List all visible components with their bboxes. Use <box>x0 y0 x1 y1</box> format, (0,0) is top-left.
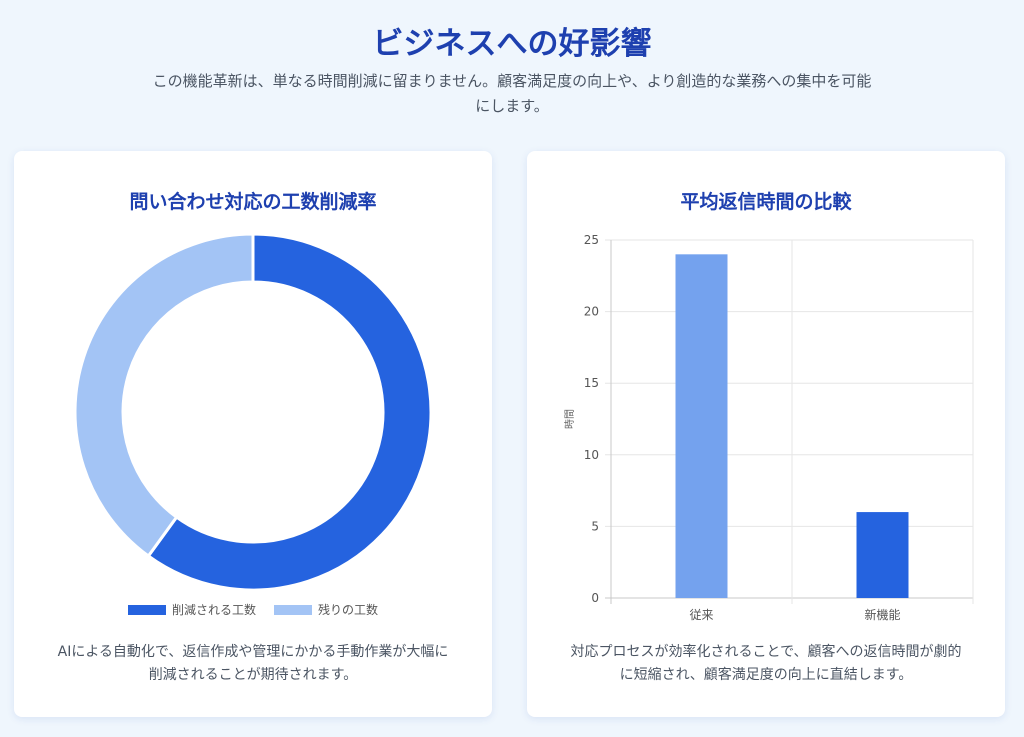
reduction-card: 問い合わせ対応の工数削減率 削減される工数 残りの工数 AIによる自動化で、返信… <box>14 151 492 717</box>
legend-label-remaining: 残りの工数 <box>318 603 379 617</box>
y-tick-label: 0 <box>591 591 599 605</box>
y-axis-label: 時間 <box>564 409 576 429</box>
response-desc-line-1: 対応プロセスが効率化されることで、顧客への返信時間が劇的 <box>570 644 962 660</box>
reduction-desc-line-2: 削減されることが期待されます。 <box>148 667 358 683</box>
response-desc-line-2: に短縮され、顧客満足度の向上に直結します。 <box>619 667 913 683</box>
y-tick-label: 15 <box>584 376 599 390</box>
response-time-card: 平均返信時間の比較 0 5 10 15 20 25 従来 新機能 時間 対応プロセスが効率化され… <box>527 151 1005 717</box>
bar-1[interactable] <box>856 512 909 598</box>
page-subtitle: この機能革新は、単なる時間削減に留まりません。顧客満足度の向上や、より創造的な業… <box>112 69 912 119</box>
bar-chart-title: 平均返信時間の比較 <box>680 191 852 213</box>
bar-0[interactable] <box>675 254 728 598</box>
legend-swatch-reduced <box>127 604 166 615</box>
y-tick-label: 10 <box>584 448 599 462</box>
legend-label-reduced: 削減される工数 <box>171 603 256 617</box>
legend-swatch-remaining <box>274 604 312 615</box>
legend-item-reduced[interactable]: 削減される工数 <box>127 601 256 618</box>
y-tick-label: 25 <box>584 233 599 247</box>
reduction-desc-line-1: AIによる自動化で、返信作成や管理にかかる手動作業が大幅に <box>57 644 449 660</box>
doughnut-legend: 削減される工数 残りの工数 <box>14 601 492 618</box>
doughnut-chart <box>73 232 433 592</box>
x-tick-label: 従来 <box>689 608 713 622</box>
doughnut-slice-1[interactable] <box>73 232 255 559</box>
y-tick-label: 20 <box>584 305 599 319</box>
page-title: ビジネスへの好影響 <box>372 26 652 62</box>
doughnut-slice-0[interactable] <box>146 232 433 592</box>
y-tick-label: 5 <box>591 519 599 533</box>
legend-item-remaining[interactable]: 残りの工数 <box>274 601 378 618</box>
bar-chart: 0 5 10 15 20 25 従来 新機能 時間 <box>564 233 974 622</box>
response-time-description: 対応プロセスが効率化されることで、顧客への返信時間が劇的 に短縮され、顧客満足度… <box>557 641 975 687</box>
subtitle-line-2: にします。 <box>475 97 549 115</box>
doughnut-chart-title: 問い合わせ対応の工数削減率 <box>129 191 377 213</box>
x-tick-label: 新機能 <box>864 607 900 622</box>
reduction-description: AIによる自動化で、返信作成や管理にかかる手動作業が大幅に 削減されることが期待… <box>44 641 462 687</box>
subtitle-line-1: この機能革新は、単なる時間削減に留まりません。顧客満足度の向上や、より創造的な業… <box>152 72 872 90</box>
